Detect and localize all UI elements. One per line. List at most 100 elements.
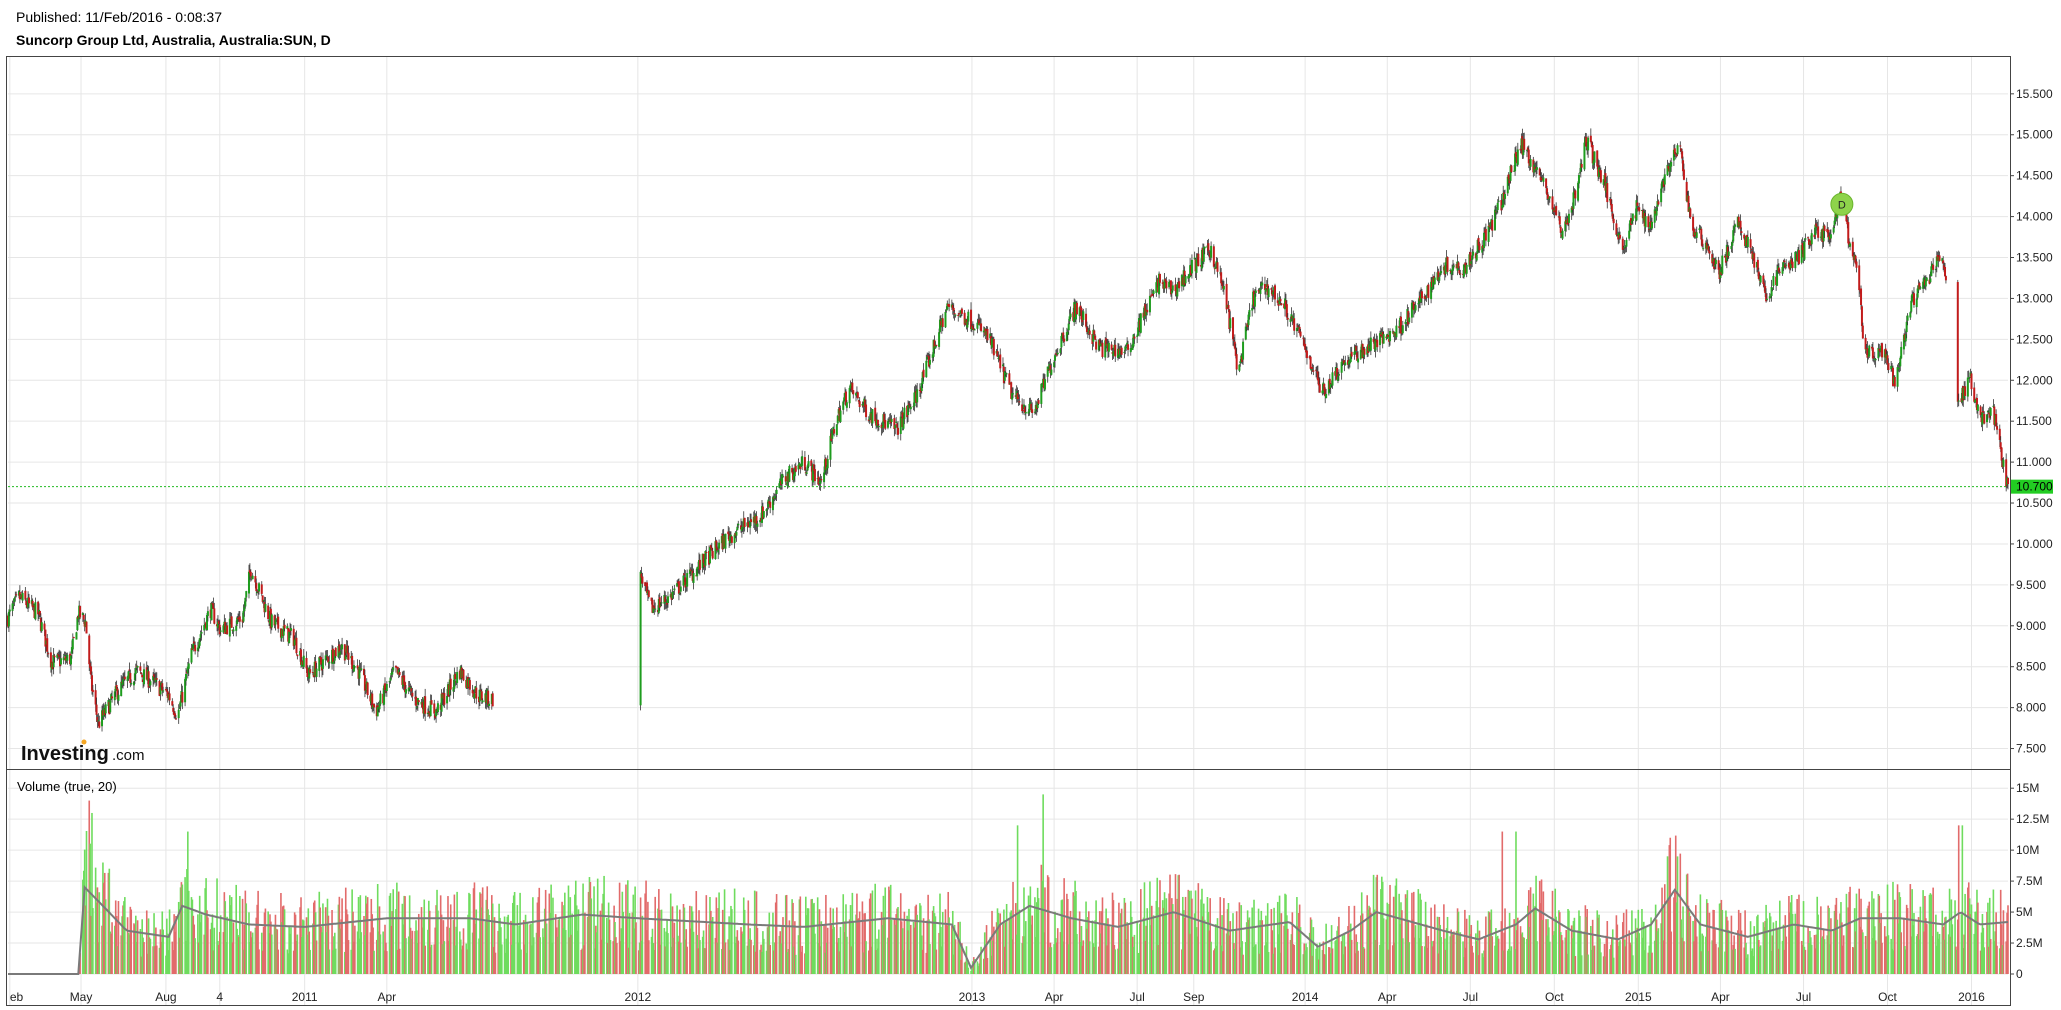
volume-bar (1832, 929, 1835, 974)
volume-bar (977, 966, 980, 974)
candle-body (1095, 341, 1098, 350)
candle-body (1861, 325, 1864, 339)
volume-bar (818, 909, 821, 974)
volume-bar (877, 948, 879, 974)
volume-bar (931, 910, 934, 974)
candle-body (1433, 277, 1436, 285)
volume-bar (1191, 898, 1193, 974)
volume-bar (1253, 899, 1255, 974)
volume-bar (786, 952, 789, 974)
volume-bar (1739, 912, 1742, 974)
price-tick-label: 12.000 (2016, 373, 2053, 387)
volume-bar (229, 905, 232, 974)
volume-bar (657, 908, 659, 974)
volume-bar (1534, 905, 1536, 974)
volume-bar (123, 901, 125, 974)
volume-bar (373, 950, 375, 974)
volume-bar (773, 950, 775, 974)
candle-body (1379, 334, 1382, 337)
candle-body (126, 676, 129, 682)
candle-body (193, 641, 196, 644)
volume-bar (1610, 944, 1612, 974)
volume-bar (1248, 917, 1251, 974)
candle-body (101, 710, 104, 727)
volume-bar (324, 907, 327, 974)
candle-body (1216, 262, 1219, 272)
volume-bar (695, 891, 698, 974)
volume-bar (358, 938, 361, 974)
volume-bar (532, 937, 535, 974)
candle-body (115, 685, 118, 690)
candle-body (58, 655, 61, 657)
volume-bar (729, 949, 731, 974)
volume-bar (1820, 906, 1822, 974)
candle-body (1746, 236, 1749, 248)
volume-bar (338, 896, 341, 974)
volume-bar (1338, 916, 1340, 974)
candle-body (794, 465, 797, 472)
volume-bar (1519, 926, 1522, 974)
candle-body (293, 640, 296, 646)
volume-bar (1420, 899, 1422, 974)
volume-bar (1340, 941, 1343, 974)
volume-bar (1892, 881, 1894, 974)
volume-bar (1456, 908, 1459, 974)
volume-bar (1142, 917, 1145, 974)
volume-bar (1213, 950, 1215, 974)
candle-body (817, 476, 820, 485)
volume-bar (218, 931, 221, 974)
volume-bar (1004, 922, 1007, 974)
volume-bar (417, 913, 420, 974)
volume-bar (1463, 957, 1465, 974)
volume-bar (1642, 937, 1644, 974)
volume-bar (280, 893, 282, 974)
volume-bar (1056, 928, 1059, 974)
candle-body (364, 690, 367, 692)
volume-bar (200, 914, 203, 974)
volume-bar (519, 892, 521, 974)
volume-bar (1935, 945, 1938, 974)
candle-body (978, 319, 981, 326)
candle-body (283, 624, 286, 629)
candle-body (819, 479, 822, 485)
candle-body (1021, 404, 1024, 412)
volume-bar (588, 877, 591, 974)
volume-bar (409, 927, 412, 974)
volume-bar (1568, 910, 1570, 974)
volume-bar (238, 936, 240, 974)
candle-body (1702, 248, 1705, 250)
volume-bar (633, 928, 635, 974)
volume-bar (544, 889, 547, 974)
volume-bar (127, 932, 130, 974)
volume-bar (296, 934, 299, 974)
volume-bar (1136, 920, 1138, 974)
candle-body (1438, 277, 1441, 281)
candle-body (1749, 239, 1752, 248)
candle-body (1899, 357, 1902, 367)
volume-bar (1848, 891, 1850, 974)
candle-body (1925, 277, 1928, 281)
volume-bar (583, 945, 585, 974)
volume-bar (1558, 910, 1560, 974)
candle-body (7, 611, 10, 627)
candle-body (705, 552, 708, 554)
volume-bar (1611, 929, 1614, 974)
candle-body (1312, 370, 1315, 372)
volume-bar (1764, 920, 1766, 974)
candle-body (1080, 308, 1083, 320)
volume-bar (1348, 905, 1350, 974)
volume-bar (1957, 825, 1960, 974)
volume-bar (1465, 918, 1468, 974)
time-tick-label: Apr (1045, 990, 1064, 1004)
volume-bar (1029, 886, 1032, 974)
candle-body (245, 591, 248, 598)
volume-bar (243, 924, 246, 974)
volume-bar (811, 898, 813, 974)
candle-body (1033, 411, 1036, 413)
volume-bar (1988, 897, 1991, 974)
volume-bar (505, 938, 508, 974)
volume-bar (965, 946, 968, 974)
volume-bar (274, 914, 277, 974)
candle-body (886, 421, 889, 428)
volume-bar (1873, 926, 1876, 974)
